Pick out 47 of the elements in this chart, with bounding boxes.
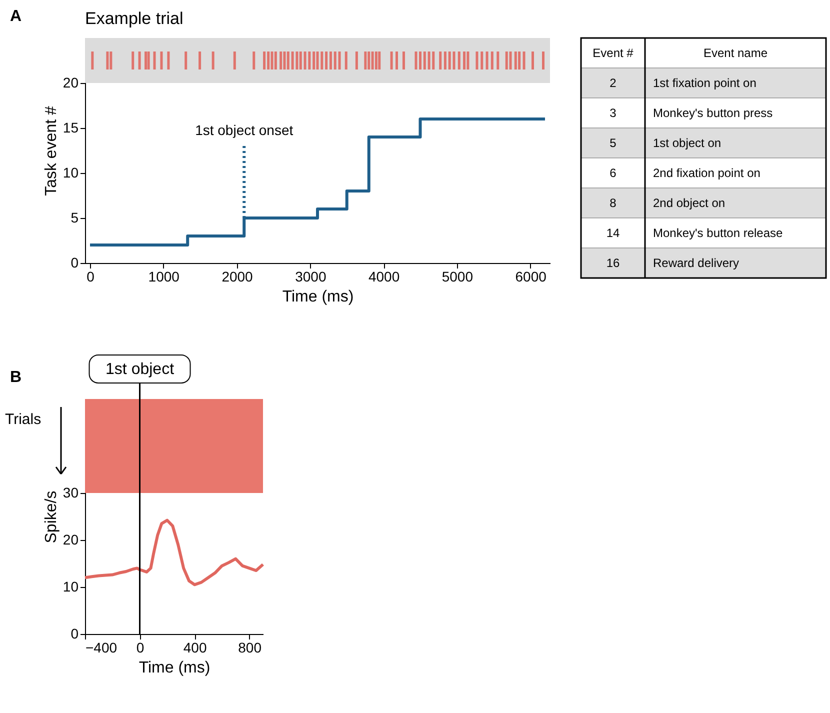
y-tick-label: 10 — [62, 578, 79, 594]
y-tick-label: 5 — [70, 210, 79, 226]
y-tick-label: 10 — [62, 164, 79, 180]
text: 8 — [610, 196, 617, 210]
y-tick-label: 0 — [70, 626, 79, 642]
text: 5 — [610, 136, 617, 150]
y-axis-title: Spike/s — [42, 490, 60, 544]
text: Event name — [703, 46, 768, 60]
text: 3 — [610, 106, 617, 120]
x-tick-label: 6000 — [515, 268, 547, 284]
text: Monkey's button press — [653, 106, 773, 120]
text: 2 — [610, 76, 617, 90]
x-tick-label: −400 — [86, 640, 118, 656]
text: Event # — [592, 46, 634, 60]
y-tick-label: 30 — [62, 484, 79, 500]
text: 2nd fixation point on — [653, 166, 760, 180]
x-tick-label: 0 — [86, 268, 95, 284]
y-tick-label: 20 — [62, 74, 79, 90]
text: 16 — [606, 256, 620, 270]
text: A — [10, 8, 22, 25]
series-label: 1st object onset — [195, 122, 294, 138]
y-axis-title: Task event # — [42, 106, 60, 196]
y-tick-label: 15 — [62, 120, 79, 136]
text: 6 — [610, 166, 617, 180]
text: 1st fixation point on — [653, 76, 756, 90]
x-tick-label: 2000 — [222, 268, 254, 284]
x-tick-label: 0 — [136, 640, 144, 656]
chart-title: Example trial — [85, 9, 184, 28]
text: B — [10, 369, 22, 386]
line-series — [84, 518, 264, 586]
x-tick-label: 400 — [183, 640, 207, 656]
x-axis-title: Time (ms) — [282, 288, 354, 306]
x-tick-label: 4000 — [368, 268, 400, 284]
text: 1st object on — [653, 136, 722, 150]
text: Trials — [5, 411, 42, 428]
y-tick-label: 20 — [62, 532, 79, 548]
y-tick-label: 0 — [70, 254, 79, 270]
text: Reward delivery — [653, 256, 740, 270]
text: 14 — [606, 226, 620, 240]
x-tick-label: 3000 — [295, 268, 326, 284]
x-axis-title: Time (ms) — [138, 660, 210, 676]
text: Monkey's button release — [653, 226, 784, 240]
ref-line-label: 1st object — [106, 361, 175, 378]
x-tick-label: 1000 — [148, 268, 180, 284]
x-tick-label: 5000 — [442, 268, 474, 284]
text: 2nd object on — [653, 196, 726, 210]
x-tick-label: 800 — [238, 640, 262, 656]
